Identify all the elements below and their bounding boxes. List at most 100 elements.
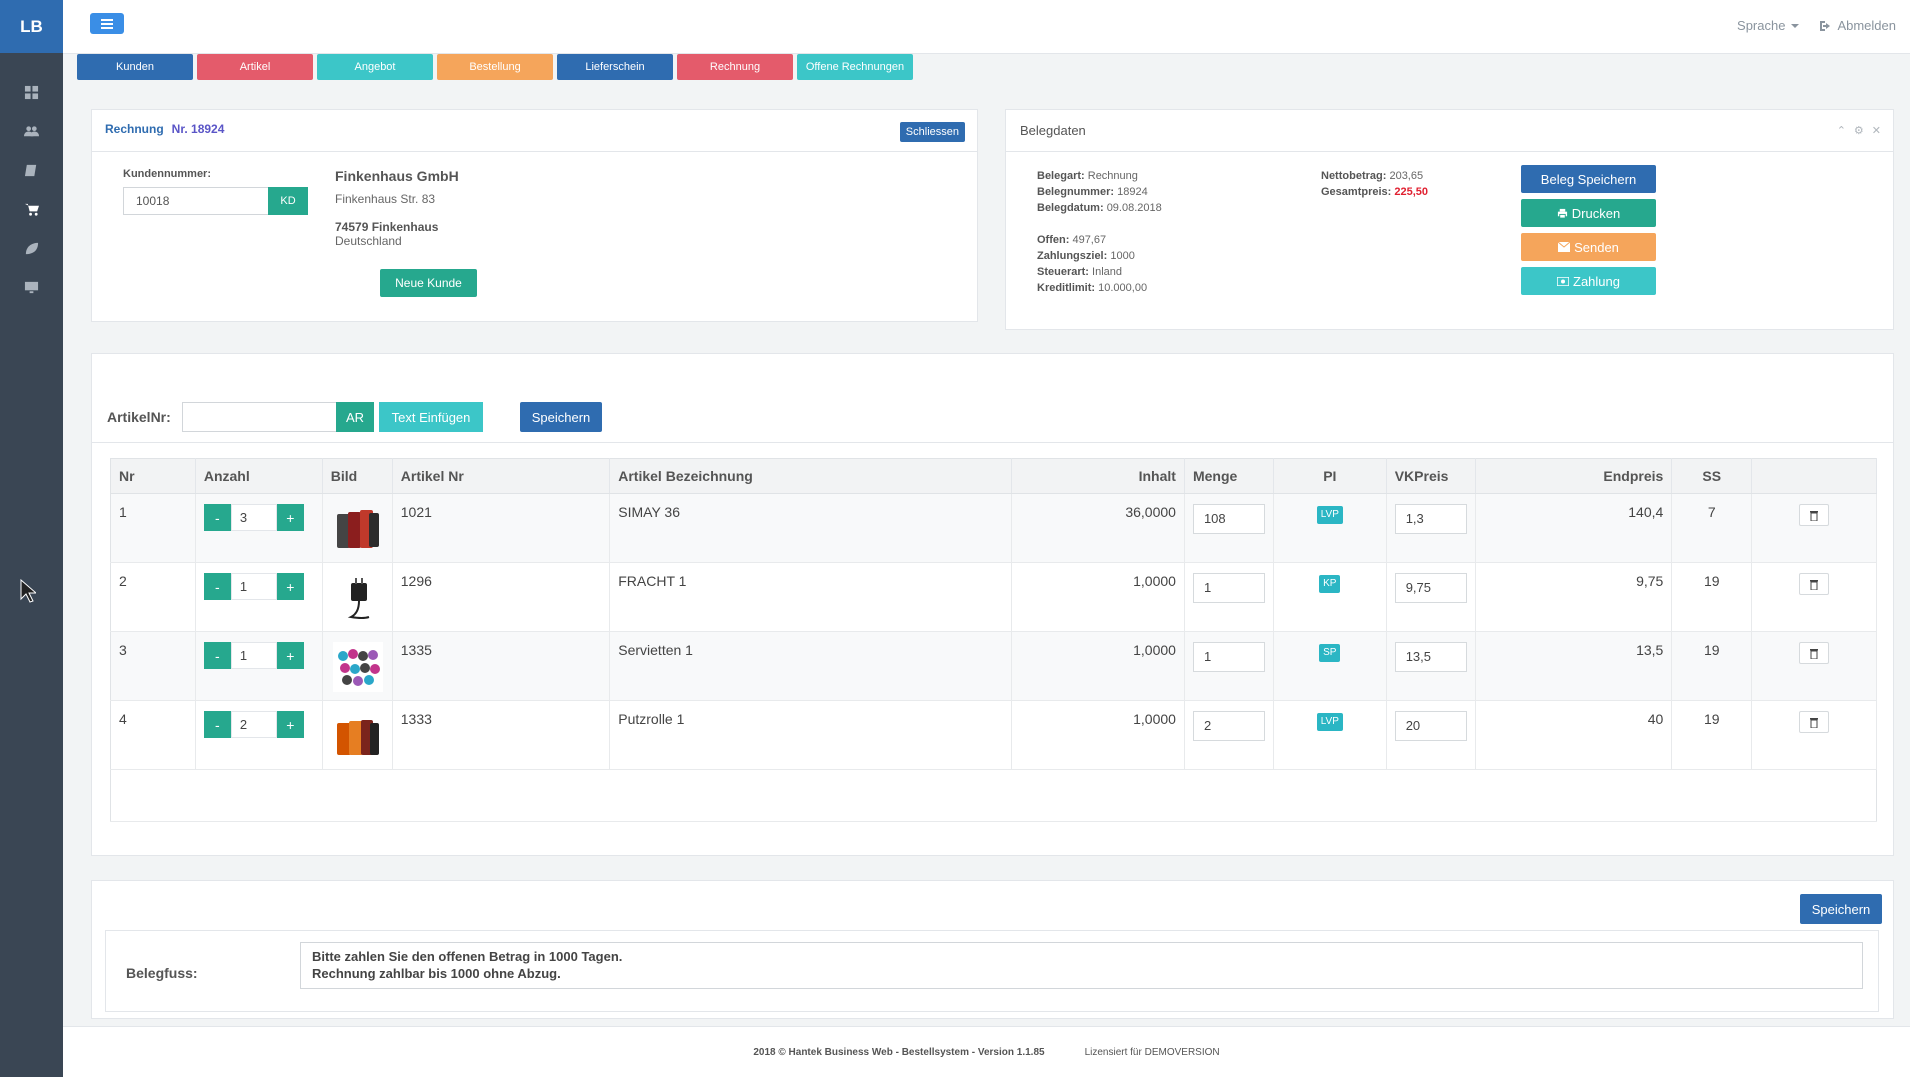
print-button[interactable]: Drucken [1521, 199, 1656, 227]
nav-offene-rechnungen-button[interactable]: Offene Rechnungen [797, 54, 913, 80]
language-dropdown[interactable]: Sprache [1737, 18, 1800, 33]
price-input[interactable]: 20 [1394, 711, 1467, 741]
sidebar-item-documents[interactable] [0, 151, 63, 190]
nav-kunden-button[interactable]: Kunden [77, 54, 193, 80]
delete-row-button[interactable] [1799, 711, 1830, 733]
decrement-button[interactable]: - [203, 504, 231, 531]
nav-rechnung-button[interactable]: Rechnung [677, 54, 793, 80]
document-data-title: Belegdaten [1020, 123, 1086, 138]
quantity-input[interactable]: 1 [230, 573, 277, 600]
price-input[interactable]: 9,75 [1394, 573, 1467, 603]
dashboard-icon [24, 85, 39, 100]
customer-lookup-button[interactable]: KD [268, 187, 308, 215]
logout-link[interactable]: Abmelden [1819, 18, 1896, 33]
decrement-button[interactable]: - [203, 573, 231, 600]
article-number-input[interactable] [182, 402, 337, 432]
article-name: FRACHT 1 [609, 562, 1013, 632]
kreditlimit-value: 10.000,00 [1098, 282, 1148, 294]
invoice-title: Rechnung Nr. 18924 [105, 122, 224, 136]
save-footer-button[interactable]: Speichern [1800, 894, 1882, 924]
wrench-icon[interactable]: ⚙ [1853, 125, 1864, 137]
footer-text-line-2: Rechnung zahlbar bis 1000 ohne Abzug. [312, 966, 561, 981]
sidebar-item-eco[interactable] [0, 229, 63, 268]
zahlungsziel-label: Zahlungsziel: [1037, 250, 1108, 262]
customer-street: Finkenhaus Str. 83 [335, 192, 436, 206]
save-items-button[interactable]: Speichern [520, 402, 602, 432]
nav-angebot-button[interactable]: Angebot [317, 54, 433, 80]
trash-icon [1810, 579, 1819, 590]
decrement-button[interactable]: - [203, 642, 231, 669]
price-input[interactable]: 1,3 [1394, 504, 1467, 534]
menu-toggle-button[interactable] [90, 13, 124, 34]
increment-button[interactable]: + [276, 504, 304, 531]
send-button[interactable]: Senden [1521, 233, 1656, 261]
amount-input[interactable]: 2 [1192, 711, 1265, 741]
zahlungsziel-value: 1000 [1110, 250, 1135, 262]
page-footer: 2018 © Hantek Business Web - Bestellsyst… [63, 1026, 1910, 1077]
nav-bestellung-button[interactable]: Bestellung [437, 54, 553, 80]
netto-value: 203,65 [1389, 170, 1424, 182]
close-invoice-button[interactable]: Schliessen [899, 122, 965, 142]
price-input[interactable]: 13,5 [1394, 642, 1467, 672]
end-price: 13,5 [1475, 631, 1673, 701]
price-type-badge: SP [1319, 644, 1341, 662]
sidebar-item-desktop[interactable] [0, 268, 63, 307]
caret-down-icon [1791, 23, 1800, 28]
row-nr: 4 [110, 700, 196, 770]
invoice-title-label: Rechnung [105, 122, 164, 136]
content: 36,0000 [1011, 493, 1185, 563]
row-nr: 2 [110, 562, 196, 632]
belegart-value: Rechnung [1087, 170, 1138, 182]
tax-rate: 19 [1671, 631, 1753, 701]
document-totals: Nettobetrag: 203,65 Gesamtpreis: 225,50 [1321, 168, 1428, 200]
invoice-customer-panel: Rechnung Nr. 18924 Schliessen Kundennumme… [91, 109, 978, 322]
increment-button[interactable]: + [276, 642, 304, 669]
content: 1,0000 [1011, 700, 1185, 770]
customer-number-input[interactable]: 10018 [123, 187, 269, 215]
amount-input[interactable]: 1 [1192, 642, 1265, 672]
document-data-panel: Belegdaten ⌃ ⚙ ✕ Belegart: Rechnung Bele… [1005, 109, 1894, 330]
increment-button[interactable]: + [276, 573, 304, 600]
document-footer-textarea[interactable]: Bitte zahlen Sie den offenen Betrag in 1… [300, 942, 1863, 989]
quantity-input[interactable]: 1 [230, 642, 277, 669]
insert-text-button[interactable]: Text Einfügen [379, 402, 483, 432]
quantity-stepper: -1 + [203, 573, 314, 600]
payment-button[interactable]: Zahlung [1521, 267, 1656, 295]
save-document-label: Beleg Speichern [1540, 171, 1637, 187]
line-items-panel: ArtikelNr: AR Text Einfügen Speichern Nr… [91, 353, 1894, 856]
offen-label: Offen: [1037, 234, 1070, 246]
row-nr: 1 [110, 493, 196, 563]
copyright-text: 2018 © Hantek Business Web - Bestellsyst… [753, 1046, 1045, 1058]
article-lookup-button[interactable]: AR [336, 402, 374, 432]
decrement-button[interactable]: - [203, 711, 231, 738]
logout-label: Abmelden [1837, 18, 1896, 33]
delete-row-button[interactable] [1799, 642, 1830, 664]
app-logo[interactable]: LB [0, 0, 63, 53]
customer-country: Deutschland [335, 234, 402, 248]
nav-artikel-button[interactable]: Artikel [197, 54, 313, 80]
product-image-napkins [332, 642, 383, 692]
document-footer-label: Belegfuss: [126, 965, 198, 981]
tax-rate: 7 [1671, 493, 1753, 563]
article-number-label: ArtikelNr: [107, 409, 171, 425]
quantity-input[interactable]: 3 [230, 504, 277, 531]
quantity-input[interactable]: 2 [230, 711, 277, 738]
article-name: Servietten 1 [609, 631, 1013, 701]
new-customer-button[interactable]: Neue Kunde [380, 269, 477, 297]
delete-row-button[interactable] [1799, 573, 1830, 595]
column-header: Menge [1184, 458, 1274, 494]
save-document-button[interactable]: Beleg Speichern [1521, 165, 1656, 193]
amount-input[interactable]: 108 [1192, 504, 1265, 534]
sidebar-item-customers[interactable] [0, 112, 63, 151]
sidebar-item-dashboard[interactable] [0, 73, 63, 112]
collapse-icon[interactable]: ⌃ [1836, 125, 1846, 137]
sidebar-item-orders[interactable] [0, 190, 63, 229]
end-price: 140,4 [1475, 493, 1673, 563]
netto-label: Nettobetrag: [1321, 170, 1387, 182]
close-icon[interactable]: ✕ [1871, 125, 1881, 137]
delete-row-button[interactable] [1799, 504, 1830, 526]
product-image-orange-cases [336, 720, 379, 755]
amount-input[interactable]: 1 [1192, 573, 1265, 603]
nav-lieferschein-button[interactable]: Lieferschein [557, 54, 673, 80]
increment-button[interactable]: + [276, 711, 304, 738]
